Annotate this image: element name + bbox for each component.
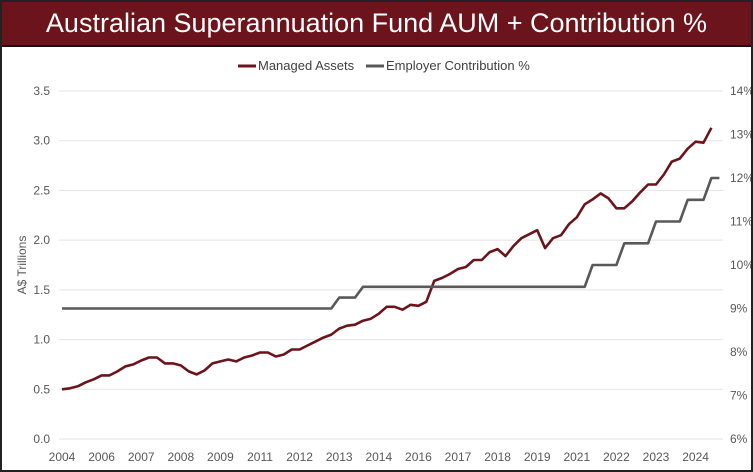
x-tick-label: 2017 xyxy=(445,450,472,464)
x-tick-label: 2016 xyxy=(405,450,432,464)
y-tick-label: 0.5 xyxy=(33,382,50,396)
y2-tick-label: 7% xyxy=(730,389,748,403)
y-tick-label: 2.0 xyxy=(33,233,50,247)
x-tick-label: 2008 xyxy=(167,450,194,464)
y-tick-label: 1.5 xyxy=(33,283,50,297)
y-tick-label: 0.0 xyxy=(33,432,50,446)
y-tick-label: 1.0 xyxy=(33,333,50,347)
y2-tick-label: 13% xyxy=(730,128,751,142)
y2-tick-label: 10% xyxy=(730,258,751,272)
x-tick-label: 2009 xyxy=(207,450,234,464)
x-tick-label: 2018 xyxy=(484,450,511,464)
legend-label-employer-contribution: Employer Contribution % xyxy=(386,58,530,73)
y-tick-label: 2.5 xyxy=(33,183,50,197)
x-tick-label: 2006 xyxy=(88,450,115,464)
y-tick-label: 3.5 xyxy=(33,84,50,98)
x-tick-label: 2014 xyxy=(365,450,392,464)
employer-contribution-line xyxy=(62,176,720,310)
x-tick-label: 2024 xyxy=(682,450,709,464)
y2-tick-label: 12% xyxy=(730,171,751,185)
legend-label-managed-assets: Managed Assets xyxy=(258,58,355,73)
x-tick-label: 2004 xyxy=(49,450,76,464)
legend: Managed Assets Employer Contribution % xyxy=(238,58,530,73)
x-tick-label: 2021 xyxy=(563,450,590,464)
x-tick-label: 2023 xyxy=(643,450,670,464)
x-tick-label: 2007 xyxy=(128,450,155,464)
x-tick-label: 2011 xyxy=(247,450,273,464)
y2-tick-label: 6% xyxy=(730,432,748,446)
y-axis-label: A$ Trillions xyxy=(15,236,29,295)
y2-tick-label: 11% xyxy=(730,215,751,229)
y2-tick-label: 9% xyxy=(730,302,748,316)
y2-tick-label: 14% xyxy=(730,84,751,98)
y-tick-label: 3.0 xyxy=(33,134,50,148)
x-tick-label: 2012 xyxy=(286,450,313,464)
x-tick-label: 2019 xyxy=(524,450,551,464)
chart-title: Australian Superannuation Fund AUM + Con… xyxy=(2,2,751,47)
x-tick-label: 2013 xyxy=(326,450,353,464)
x-tick-label: 2022 xyxy=(603,450,630,464)
y2-tick-label: 8% xyxy=(730,345,748,359)
managed-assets-line xyxy=(61,127,713,391)
